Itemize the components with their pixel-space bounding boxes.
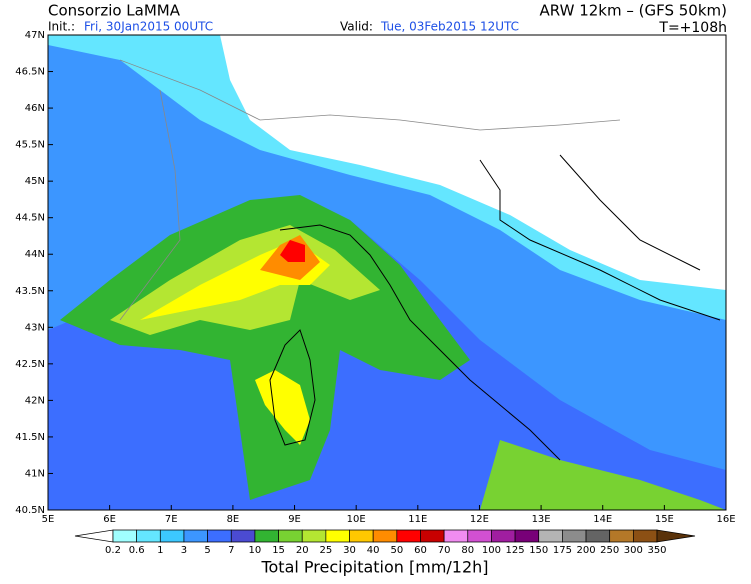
lat-label: 46N [25,103,45,114]
colorbar-label: 0.2 [105,545,121,556]
lon-label: 16E [716,514,735,525]
init-label: Init.: [48,20,75,34]
colorbar-swatch [562,529,587,543]
colorbar-swatch [183,529,208,543]
colorbar-swatch [74,529,114,543]
colorbar-label: 200 [576,545,595,556]
colorbar-label: 25 [320,545,333,556]
lon-label: 14E [593,514,612,525]
colorbar-swatch [396,529,421,543]
init: Fri, 30Jan2015 00UTC [84,20,213,34]
colorbar-swatch [514,529,540,543]
colorbar-swatch [585,529,611,543]
lat-label: 40.5N [15,505,45,516]
colorbar-label: 15 [272,545,285,556]
colorbar-label: 40 [367,545,380,556]
lat-label: 41N [25,468,45,479]
colorbar-label: 350 [647,545,666,556]
map-frame [47,34,727,511]
lon-label: 8E [227,514,240,525]
colorbar-label: 10 [249,545,262,556]
colorbar-label: 30 [343,545,356,556]
lat-label: 45.5N [15,140,45,151]
colorbar-swatch [325,529,350,543]
lon-label: 13E [532,514,551,525]
colorbar-label: 20 [296,545,309,556]
colorbar-label: 1 [157,545,163,556]
colorbar-swatch [609,529,634,543]
colorbar-swatch [136,529,161,543]
colorbar-label: 60 [414,545,427,556]
colorbar-label: 80 [461,545,474,556]
colorbar-swatch [632,529,658,543]
colorbar-swatch [491,529,516,543]
lat-label: 41.5N [15,432,45,443]
colorbar-label: 50 [390,545,403,556]
lat-label: 46.5N [15,67,45,78]
colorbar-swatch [112,529,138,543]
colorbar-swatch [372,529,398,543]
colorbar-swatch [159,529,185,543]
lon-label: 5E [42,514,55,525]
colorbar-swatch [349,529,374,543]
colorbar-label: 150 [529,545,548,556]
colorbar-swatch [230,529,256,543]
colorbar-label: 0.6 [129,545,145,556]
org: Consorzio LaMMA [48,2,181,20]
lat-label: 43N [25,322,45,333]
precip-field [48,35,726,510]
valid-label: Valid: [340,20,373,34]
lon-label: 11E [408,514,427,525]
colorbar-swatch [207,529,232,543]
lat-label: 45N [25,176,45,187]
colorbar-swatch [254,529,279,543]
colorbar-swatch [467,529,492,543]
lon-label: 9E [288,514,301,525]
lead: T=+108h [658,20,727,36]
colorbar-label: 5 [204,545,210,556]
colorbar-swatch [443,529,469,543]
lon-label: 7E [165,514,178,525]
colorbar-swatch [538,529,563,543]
colorbar-title: Total Precipitation [mm/12h] [260,558,488,577]
colorbar-label: 300 [624,545,643,556]
colorbar-swatch [656,529,696,543]
lat-label: 42.5N [15,359,45,370]
lat-label: 44N [25,249,45,260]
model: ARW 12km – (GFS 50km) [540,2,727,20]
lon-label: 10E [347,514,366,525]
colorbar-label: 250 [600,545,619,556]
lat-label: 42N [25,395,45,406]
colorbar-label: 3 [181,545,187,556]
colorbar-label: 70 [438,545,451,556]
colorbar-label: 125 [506,545,525,556]
colorbar-label: 175 [553,545,572,556]
colorbar-swatch [278,529,303,543]
valid: Tue, 03Feb2015 12UTC [380,20,519,34]
colorbar-label: 7 [228,545,234,556]
colorbar-label: 100 [482,545,501,556]
lat-label: 44.5N [15,213,45,224]
lat-label: 47N [25,30,45,41]
lat-label: 43.5N [15,286,45,297]
lon-label: 12E [470,514,489,525]
lon-label: 15E [655,514,674,525]
colorbar-swatch [420,529,445,543]
lon-label: 6E [103,514,116,525]
colorbar-swatch [301,529,327,543]
